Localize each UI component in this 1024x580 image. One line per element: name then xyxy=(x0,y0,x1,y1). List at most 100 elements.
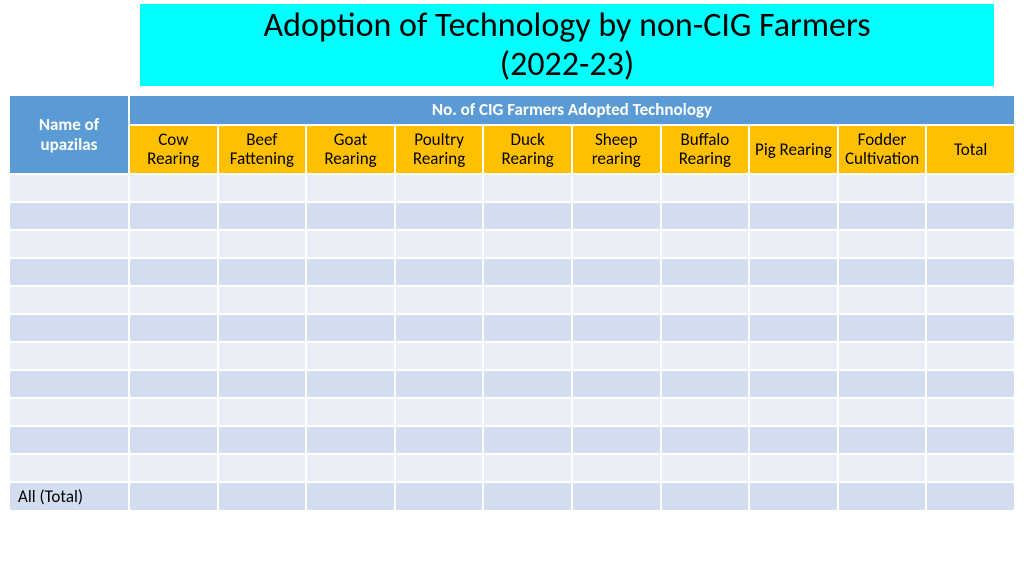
cell-value xyxy=(395,258,484,286)
col-header-8: Fodder Cultivation xyxy=(838,125,927,174)
cell-value xyxy=(395,342,484,370)
cell-value xyxy=(572,454,661,482)
table-row xyxy=(9,342,1015,370)
table-row xyxy=(9,314,1015,342)
col-header-5: Sheep rearing xyxy=(572,125,661,174)
cell-value xyxy=(306,370,395,398)
cell-value xyxy=(926,314,1015,342)
cell-name xyxy=(9,426,129,454)
cell-name xyxy=(9,370,129,398)
cell-value xyxy=(926,454,1015,482)
table-row xyxy=(9,202,1015,230)
cell-value xyxy=(572,482,661,512)
col-header-4: Duck Rearing xyxy=(483,125,572,174)
cell-value xyxy=(749,426,838,454)
cell-value xyxy=(306,314,395,342)
col-header-0: Cow Rearing xyxy=(129,125,218,174)
cell-value xyxy=(129,174,218,202)
cell-value xyxy=(661,454,750,482)
table-row xyxy=(9,426,1015,454)
cell-value xyxy=(838,202,927,230)
cell-value xyxy=(395,426,484,454)
cell-value xyxy=(129,202,218,230)
cell-value xyxy=(572,202,661,230)
cell-value xyxy=(572,426,661,454)
cell-value xyxy=(218,286,307,314)
cell-value xyxy=(661,342,750,370)
cell-value xyxy=(838,426,927,454)
title-line2: (2022-23) xyxy=(150,45,984,84)
cell-value xyxy=(483,258,572,286)
title-banner: Adoption of Technology by non-CIG Farmer… xyxy=(140,4,994,86)
col-header-name: Name of upazilas xyxy=(9,95,129,174)
cell-value xyxy=(572,174,661,202)
cell-value xyxy=(129,286,218,314)
cell-value xyxy=(926,258,1015,286)
cell-name xyxy=(9,202,129,230)
cell-name: All (Total) xyxy=(9,482,129,512)
cell-value xyxy=(661,202,750,230)
cell-value xyxy=(218,342,307,370)
cell-value xyxy=(838,342,927,370)
cell-value xyxy=(483,482,572,512)
cell-value xyxy=(395,454,484,482)
col-header-3: Poultry Rearing xyxy=(395,125,484,174)
cell-value xyxy=(306,454,395,482)
header-row-2: Cow Rearing Beef Fattening Goat Rearing … xyxy=(9,125,1015,174)
cell-value xyxy=(661,426,750,454)
col-header-2: Goat Rearing xyxy=(306,125,395,174)
cell-value xyxy=(838,258,927,286)
cell-value xyxy=(661,314,750,342)
cell-value xyxy=(749,398,838,426)
cell-value xyxy=(926,370,1015,398)
cell-value xyxy=(395,314,484,342)
cell-value xyxy=(218,398,307,426)
cell-value xyxy=(483,342,572,370)
cell-value xyxy=(483,202,572,230)
cell-value xyxy=(838,286,927,314)
cell-value xyxy=(129,258,218,286)
cell-value xyxy=(306,286,395,314)
cell-value xyxy=(926,286,1015,314)
cell-value xyxy=(661,230,750,258)
cell-value xyxy=(838,398,927,426)
table-row xyxy=(9,230,1015,258)
cell-value xyxy=(129,482,218,512)
cell-value xyxy=(218,174,307,202)
col-header-group: No. of CIG Farmers Adopted Technology xyxy=(129,95,1015,125)
header-row-1: Name of upazilas No. of CIG Farmers Adop… xyxy=(9,95,1015,125)
cell-value xyxy=(129,370,218,398)
cell-value xyxy=(218,454,307,482)
cell-name xyxy=(9,286,129,314)
cell-value xyxy=(572,286,661,314)
cell-value xyxy=(306,230,395,258)
table-row xyxy=(9,286,1015,314)
cell-value xyxy=(838,230,927,258)
cell-value xyxy=(661,482,750,512)
cell-value xyxy=(483,286,572,314)
cell-value xyxy=(129,342,218,370)
cell-value xyxy=(661,398,750,426)
cell-value xyxy=(749,258,838,286)
cell-value xyxy=(129,398,218,426)
cell-value xyxy=(838,454,927,482)
table-row xyxy=(9,174,1015,202)
cell-value xyxy=(838,314,927,342)
cell-value xyxy=(218,482,307,512)
table-row xyxy=(9,454,1015,482)
cell-value xyxy=(483,370,572,398)
cell-value xyxy=(749,482,838,512)
cell-value xyxy=(218,314,307,342)
cell-value xyxy=(218,230,307,258)
cell-value xyxy=(218,202,307,230)
table-row xyxy=(9,398,1015,426)
cell-value xyxy=(572,370,661,398)
cell-value xyxy=(661,174,750,202)
table-container: Name of upazilas No. of CIG Farmers Adop… xyxy=(8,94,1016,512)
cell-value xyxy=(218,258,307,286)
cell-value xyxy=(749,342,838,370)
adoption-table: Name of upazilas No. of CIG Farmers Adop… xyxy=(8,94,1016,512)
table-row xyxy=(9,258,1015,286)
cell-value xyxy=(661,370,750,398)
cell-name xyxy=(9,398,129,426)
